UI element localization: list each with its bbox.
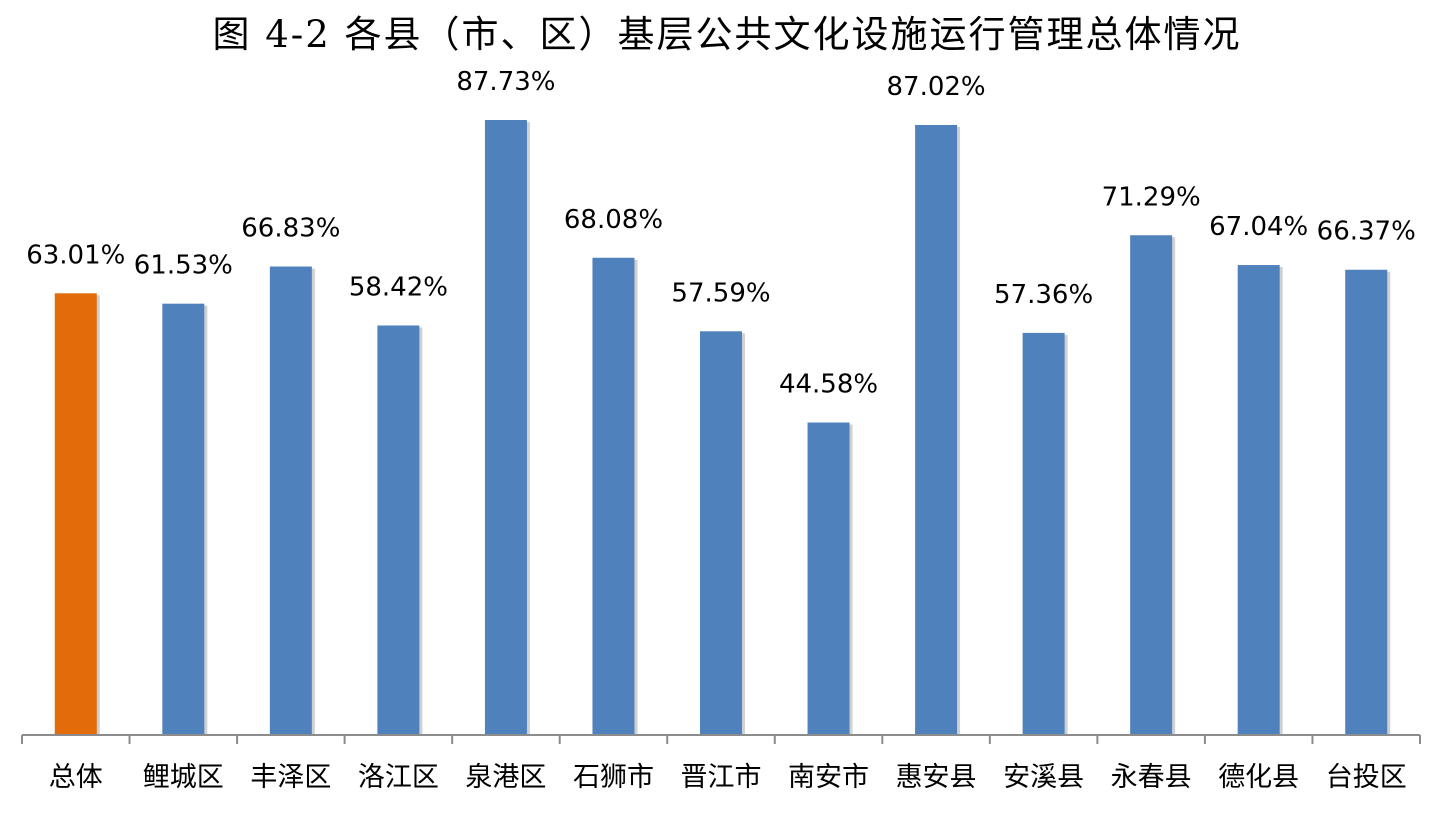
bar-11 bbox=[1130, 235, 1173, 736]
category-labels-layer: 总体 鲤城区 丰泽区 洛江区 泉港区 石狮市 晋江市 南安市 惠安县 安溪县 永春县 德化县 台投区 bbox=[49, 762, 1407, 793]
bar-10 bbox=[1022, 332, 1065, 735]
category-label: 台投区 bbox=[1326, 762, 1407, 793]
x-axis bbox=[21, 734, 1421, 744]
bars-layer bbox=[54, 120, 1391, 736]
value-label: 87.73% bbox=[456, 67, 555, 97]
category-label: 泉港区 bbox=[465, 762, 546, 793]
value-label: 67.04% bbox=[1209, 212, 1308, 242]
bar-5 bbox=[484, 120, 527, 736]
value-label: 61.53% bbox=[134, 251, 233, 281]
bar-8 bbox=[807, 422, 850, 735]
chart-title: 图 4-2 各县（市、区）基层公共文化设施运行管理总体情况 bbox=[212, 13, 1242, 56]
value-label: 57.59% bbox=[671, 278, 770, 308]
value-label: 68.08% bbox=[564, 205, 663, 235]
bar-13 bbox=[1345, 269, 1388, 735]
category-label: 惠安县 bbox=[896, 762, 977, 793]
bar-2 bbox=[162, 303, 205, 735]
bar-12 bbox=[1237, 265, 1280, 735]
category-label: 安溪县 bbox=[1003, 762, 1084, 793]
category-label: 永春县 bbox=[1111, 762, 1192, 793]
category-label: 洛江区 bbox=[358, 762, 439, 793]
category-label: 石狮市 bbox=[573, 762, 654, 793]
category-label: 鲤城区 bbox=[143, 762, 224, 793]
bar-6 bbox=[592, 257, 635, 735]
value-label: 66.37% bbox=[1317, 217, 1416, 247]
value-label: 57.36% bbox=[994, 280, 1093, 310]
bar-3 bbox=[269, 266, 312, 735]
value-label: 87.02% bbox=[887, 72, 986, 102]
value-label: 71.29% bbox=[1102, 182, 1201, 212]
value-label: 44.58% bbox=[779, 369, 878, 399]
category-label: 南安市 bbox=[788, 762, 869, 793]
bar-7 bbox=[700, 331, 742, 735]
bar-9 bbox=[915, 124, 958, 735]
bar-4 bbox=[377, 325, 420, 735]
category-label: 德化县 bbox=[1218, 762, 1299, 793]
category-label: 总体 bbox=[49, 762, 103, 793]
bar-1 bbox=[54, 293, 97, 735]
value-label: 63.01% bbox=[26, 240, 125, 270]
value-label: 66.83% bbox=[241, 214, 340, 244]
category-label: 丰泽区 bbox=[250, 762, 331, 793]
value-labels-layer: 63.01% 61.53% 66.83% 58.42% 87.73% 68.08% 57.5… bbox=[26, 67, 1416, 399]
value-label: 58.42% bbox=[349, 272, 448, 302]
category-label: 晋江市 bbox=[681, 762, 762, 793]
